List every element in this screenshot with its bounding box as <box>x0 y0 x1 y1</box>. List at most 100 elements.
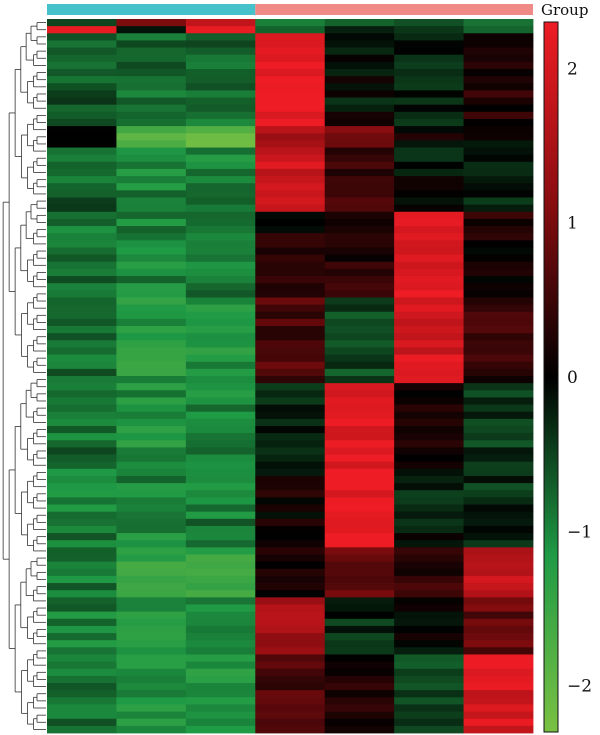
heatmap-cell <box>47 597 117 605</box>
heatmap-cell <box>394 540 464 548</box>
heatmap-cell <box>394 454 464 463</box>
heatmap-cell <box>255 283 326 291</box>
heatmap-cell <box>47 76 117 84</box>
heatmap-cell <box>324 454 395 463</box>
heatmap-cell <box>255 711 326 720</box>
heatmap-cell <box>394 268 464 277</box>
heatmap-cell <box>324 190 395 198</box>
heatmap-cell <box>463 383 534 391</box>
heatmap-cell <box>185 304 256 313</box>
heatmap-cell <box>116 261 187 270</box>
heatmap-cell <box>116 347 187 355</box>
heatmap-cell <box>185 126 256 134</box>
heatmap-cell <box>116 297 187 305</box>
heatmap-cell <box>116 61 187 70</box>
heatmap-cell <box>463 433 534 441</box>
heatmap-cell <box>185 333 256 341</box>
heatmap-cell <box>324 218 395 227</box>
heatmap-cell <box>394 675 464 684</box>
heatmap-cell <box>255 40 326 48</box>
heatmap-cell <box>116 404 187 413</box>
heatmap-cell <box>324 240 395 248</box>
heatmap-cell <box>324 633 395 641</box>
heatmap-cell <box>185 211 256 220</box>
heatmap-cell <box>255 68 326 77</box>
heatmap-cell <box>324 276 395 284</box>
heatmap-cell <box>255 511 326 520</box>
heatmap-cell <box>463 568 534 577</box>
heatmap-cell <box>116 497 187 505</box>
heatmap-cell <box>394 368 464 377</box>
heatmap-cell <box>463 126 534 134</box>
heatmap-cell <box>324 625 395 634</box>
heatmap-cell <box>255 390 326 398</box>
heatmap-cell <box>394 518 464 527</box>
heatmap-cell <box>116 418 187 427</box>
heatmap-cell <box>185 140 256 148</box>
heatmap-cell <box>394 718 464 727</box>
heatmap-cell <box>47 211 117 220</box>
color-scale-tick-label: −2 <box>567 677 592 697</box>
heatmap-cell <box>324 354 395 363</box>
heatmap-cell <box>255 440 326 448</box>
heatmap-cell <box>255 311 326 320</box>
heatmap-cell <box>463 218 534 227</box>
heatmap-cell <box>47 304 117 313</box>
heatmap-cell <box>324 333 395 341</box>
heatmap-cell <box>324 647 395 655</box>
heatmap-cell <box>116 304 187 313</box>
heatmap-cell <box>463 483 534 491</box>
heatmap-cell <box>116 718 187 727</box>
heatmap-cell <box>116 475 187 484</box>
heatmap-cell <box>185 418 256 427</box>
heatmap-cell <box>394 290 464 298</box>
heatmap-cell <box>463 404 534 413</box>
heatmap-cell <box>47 176 117 184</box>
heatmap-cell <box>324 468 395 477</box>
heatmap-cell <box>324 433 395 441</box>
heatmap-cell <box>47 19 117 27</box>
heatmap-cell <box>116 575 187 584</box>
heatmap-cell <box>394 533 464 541</box>
heatmap-cell <box>255 654 326 662</box>
heatmap-cell <box>255 725 326 734</box>
heatmap-cell <box>255 347 326 355</box>
color-scale-ticks: −2 −1 0 1 2 <box>567 59 592 696</box>
heatmap-cell <box>116 140 187 148</box>
heatmap-cell <box>116 547 187 555</box>
heatmap-cell <box>255 368 326 377</box>
heatmap-cell <box>47 283 117 291</box>
heatmap-cell <box>463 675 534 684</box>
heatmap-cell <box>185 104 256 113</box>
heatmap-cell <box>394 176 464 184</box>
heatmap-cell <box>185 176 256 184</box>
heatmap-cell <box>324 361 395 370</box>
heatmap-cell <box>463 411 534 420</box>
heatmap-cell <box>394 425 464 434</box>
heatmap-cell <box>463 475 534 484</box>
heatmap-cell <box>185 640 256 648</box>
heatmap-cell <box>394 168 464 177</box>
heatmap-cell <box>463 47 534 56</box>
heatmap-cell <box>463 204 534 213</box>
heatmap-cell <box>394 76 464 84</box>
heatmap-cell <box>185 26 256 34</box>
heatmap-cell <box>185 597 256 605</box>
heatmap-cell <box>185 76 256 84</box>
heatmap-cell <box>463 611 534 620</box>
heatmap-cell <box>255 268 326 277</box>
heatmap-cell <box>394 575 464 584</box>
heatmap-cell <box>255 211 326 220</box>
heatmap-cell <box>116 661 187 670</box>
heatmap-cell <box>324 575 395 584</box>
heatmap-cell <box>324 725 395 734</box>
heatmap-cell <box>324 533 395 541</box>
heatmap-cell <box>185 518 256 527</box>
heatmap-cell <box>255 340 326 348</box>
heatmap-cell <box>394 347 464 355</box>
heatmap-cell <box>324 668 395 677</box>
heatmap-cell <box>324 390 395 398</box>
heatmap-cell <box>116 397 187 405</box>
heatmap-cell <box>394 19 464 27</box>
heatmap-cell <box>185 540 256 548</box>
